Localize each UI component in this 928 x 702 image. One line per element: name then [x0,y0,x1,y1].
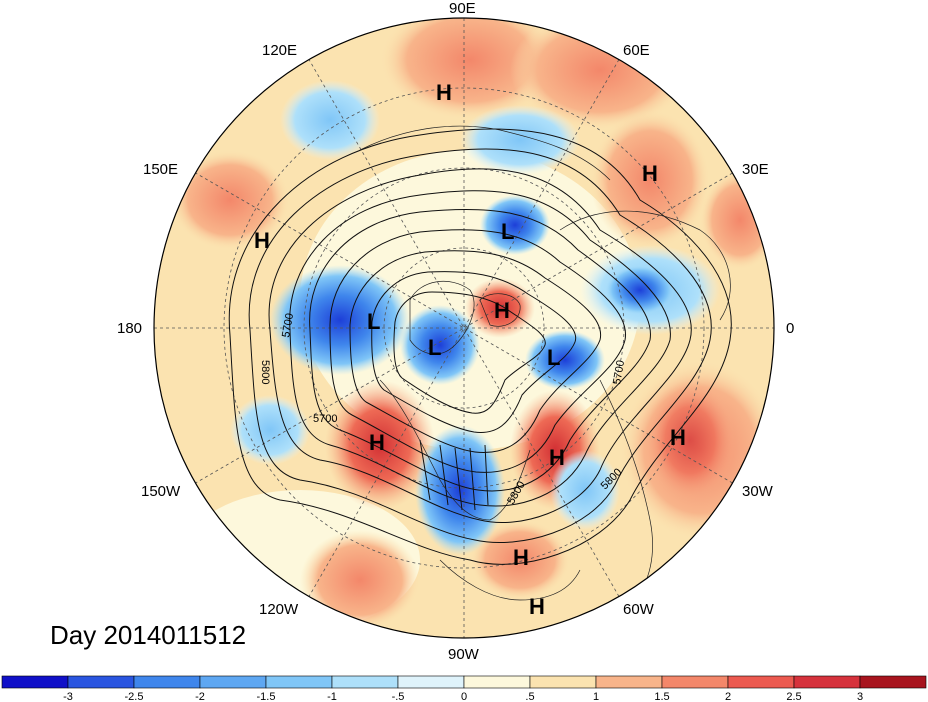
longitude-label: 180 [117,320,142,337]
coastlines [359,125,731,631]
high-pressure-label: H [549,445,565,470]
high-pressure-label: H [513,545,529,570]
contour-label: 5700 [611,359,627,385]
low-pressure-label: L [428,335,441,360]
map-boundary [153,17,775,639]
graticule [154,18,774,638]
longitude-label: 60W [623,601,655,618]
longitude-label: 90W [448,646,480,663]
low-pressure-label: L [367,309,380,334]
longitude-label: 30E [742,161,769,178]
longitude-label: 90E [449,0,476,17]
longitude-label: 120E [262,42,297,59]
high-pressure-label: H [642,161,658,186]
contour-label: 5700 [313,413,337,425]
longitude-label: 150W [141,483,181,500]
longitude-label: 60E [623,42,650,59]
longitude-label: 150E [143,161,178,178]
longitude-label: 0 [786,320,794,337]
anomaly-field [154,18,774,638]
high-pressure-label: H [494,298,510,323]
high-pressure-label: H [670,425,686,450]
height-contours [228,128,732,565]
contour-label: 5800 [259,360,271,384]
plot-title: Day 2014011512 [50,620,247,650]
longitude-label: 30W [742,483,774,500]
longitude-labels: 90E 60E 30E 0 30W 60W 90W 120W 150W 180 … [117,0,794,663]
high-pressure-label: H [254,228,270,253]
longitude-label: 120W [259,601,299,618]
high-pressure-label: H [369,430,385,455]
low-pressure-label: L [501,219,514,244]
low-pressure-label: L [547,345,560,370]
high-pressure-label: H [529,594,545,619]
high-pressure-label: H [436,80,452,105]
contour-label: 5700 [280,312,296,338]
pressure-centers: H H H L H L L L H H H H H [254,80,686,619]
